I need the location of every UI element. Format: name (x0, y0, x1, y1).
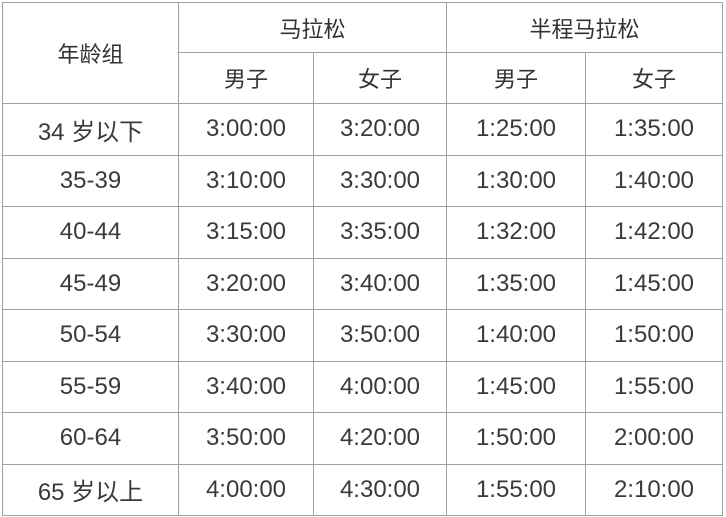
age-cell: 35-39 (2, 154, 179, 207)
marathon-male-cell: 4:00:00 (178, 463, 314, 516)
table-row: 50-54 3:30:00 3:50:00 1:40:00 1:50:00 (2, 309, 723, 362)
marathon-male-cell: 3:50:00 (178, 412, 314, 465)
marathon-male-cell: 3:20:00 (178, 257, 314, 310)
half-male-cell: 1:45:00 (446, 360, 586, 413)
half-male-cell: 1:55:00 (446, 463, 586, 516)
half-male-cell: 1:30:00 (446, 154, 586, 207)
half-male-cell: 1:40:00 (446, 309, 586, 362)
subheader-row: 男子 女子 男子 女子 (3, 52, 723, 104)
age-cell: 50-54 (2, 309, 179, 362)
marathon-male-cell: 3:15:00 (178, 206, 314, 259)
half-female-cell: 1:40:00 (585, 154, 723, 207)
age-cell: 60-64 (2, 412, 179, 465)
header-marathon-female: 女子 (313, 52, 447, 104)
header-half-female: 女子 (585, 52, 723, 104)
marathon-female-cell: 4:00:00 (313, 360, 447, 413)
half-female-cell: 1:50:00 (585, 309, 723, 362)
marathon-female-cell: 3:20:00 (313, 103, 447, 156)
table-row: 35-39 3:10:00 3:30:00 1:30:00 1:40:00 (2, 154, 723, 207)
half-female-cell: 2:10:00 (585, 463, 723, 516)
marathon-female-cell: 3:35:00 (313, 206, 447, 259)
header-age-group: 年龄组 (2, 2, 179, 104)
half-male-cell: 1:32:00 (446, 206, 586, 259)
half-male-cell: 1:25:00 (446, 103, 586, 156)
marathon-male-cell: 3:30:00 (178, 309, 314, 362)
half-female-cell: 1:42:00 (585, 206, 723, 259)
table-row: 65 岁以上 4:00:00 4:30:00 1:55:00 2:10:00 (2, 463, 723, 516)
half-female-cell: 1:35:00 (585, 103, 723, 156)
header-half-marathon: 半程马拉松 (446, 2, 723, 53)
age-cell: 65 岁以上 (2, 463, 179, 516)
table-row: 34 岁以下 3:00:00 3:20:00 1:25:00 1:35:00 (2, 103, 723, 156)
header-marathon-male: 男子 (178, 52, 314, 104)
half-male-cell: 1:35:00 (446, 257, 586, 310)
table-row: 60-64 3:50:00 4:20:00 1:50:00 2:00:00 (2, 412, 723, 465)
header-marathon: 马拉松 (178, 2, 447, 53)
half-female-cell: 1:45:00 (585, 257, 723, 310)
marathon-male-cell: 3:00:00 (178, 103, 314, 156)
half-male-cell: 1:50:00 (446, 412, 586, 465)
header-row: 年龄组 马拉松 半程马拉松 (2, 2, 723, 104)
marathon-female-cell: 3:30:00 (313, 154, 447, 207)
age-cell: 45-49 (2, 257, 179, 310)
marathon-female-cell: 4:20:00 (313, 412, 447, 465)
age-cell: 55-59 (2, 360, 179, 413)
table-row: 40-44 3:15:00 3:35:00 1:32:00 1:42:00 (2, 206, 723, 259)
half-female-cell: 1:55:00 (585, 360, 723, 413)
table-row: 55-59 3:40:00 4:00:00 1:45:00 1:55:00 (2, 360, 723, 413)
marathon-female-cell: 4:30:00 (313, 463, 447, 516)
marathon-male-cell: 3:10:00 (178, 154, 314, 207)
marathon-male-cell: 3:40:00 (178, 360, 314, 413)
age-cell: 40-44 (2, 206, 179, 259)
marathon-female-cell: 3:40:00 (313, 257, 447, 310)
age-cell: 34 岁以下 (2, 103, 179, 156)
header-half-male: 男子 (446, 52, 586, 104)
marathon-female-cell: 3:50:00 (313, 309, 447, 362)
half-female-cell: 2:00:00 (585, 412, 723, 465)
table-row: 45-49 3:20:00 3:40:00 1:35:00 1:45:00 (2, 257, 723, 310)
